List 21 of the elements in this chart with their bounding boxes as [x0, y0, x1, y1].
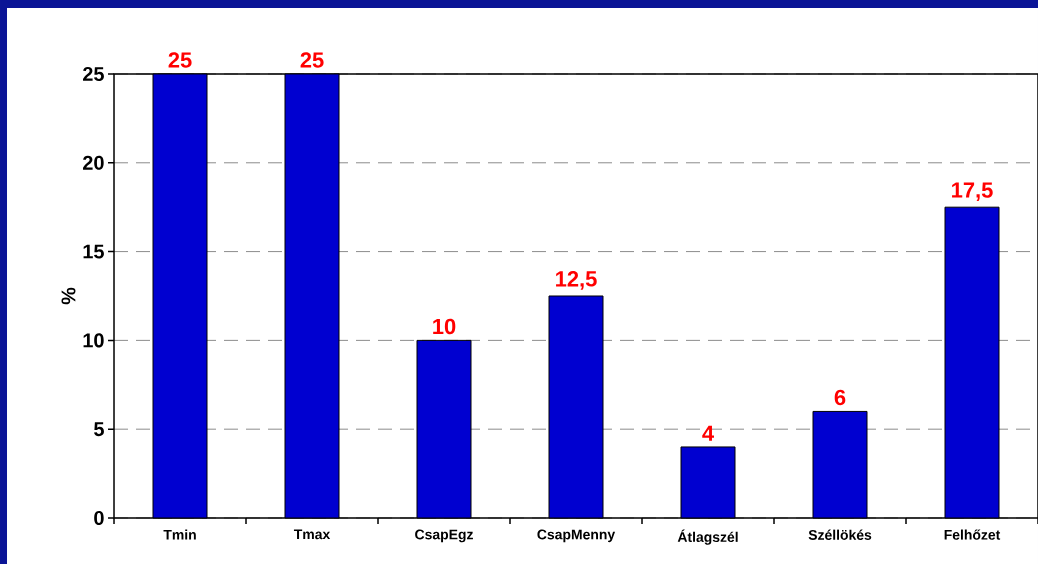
x-tick-label: Tmax — [293, 529, 331, 540]
data-label: 6 — [834, 389, 846, 406]
data-label: 10 — [433, 318, 456, 335]
y-tick-label: 10 — [83, 333, 104, 348]
y-tick-label: 25 — [83, 66, 104, 82]
data-label: 4 — [702, 425, 714, 441]
x-tick-label: CsapEgz — [415, 529, 473, 543]
data-label: 25 — [300, 52, 324, 68]
x-tick-label: Átlagszél — [677, 529, 738, 545]
y-tick-label: 5 — [94, 422, 104, 437]
x-tick-label: Felhőzet — [944, 529, 1001, 540]
x-tick-label: CsapMenny — [537, 529, 616, 543]
y-tick-label: 0 — [94, 510, 104, 526]
y-tick-label: 15 — [83, 244, 104, 259]
y-tick-label: 20 — [83, 155, 104, 170]
data-label: 12,5 — [556, 271, 597, 290]
data-label: 17,5 — [952, 182, 993, 201]
x-tick-label: Tmin — [163, 529, 196, 540]
y-axis-title: % — [61, 287, 76, 305]
x-tick-label: Széllökés — [808, 529, 872, 540]
data-label: 25 — [168, 52, 192, 68]
